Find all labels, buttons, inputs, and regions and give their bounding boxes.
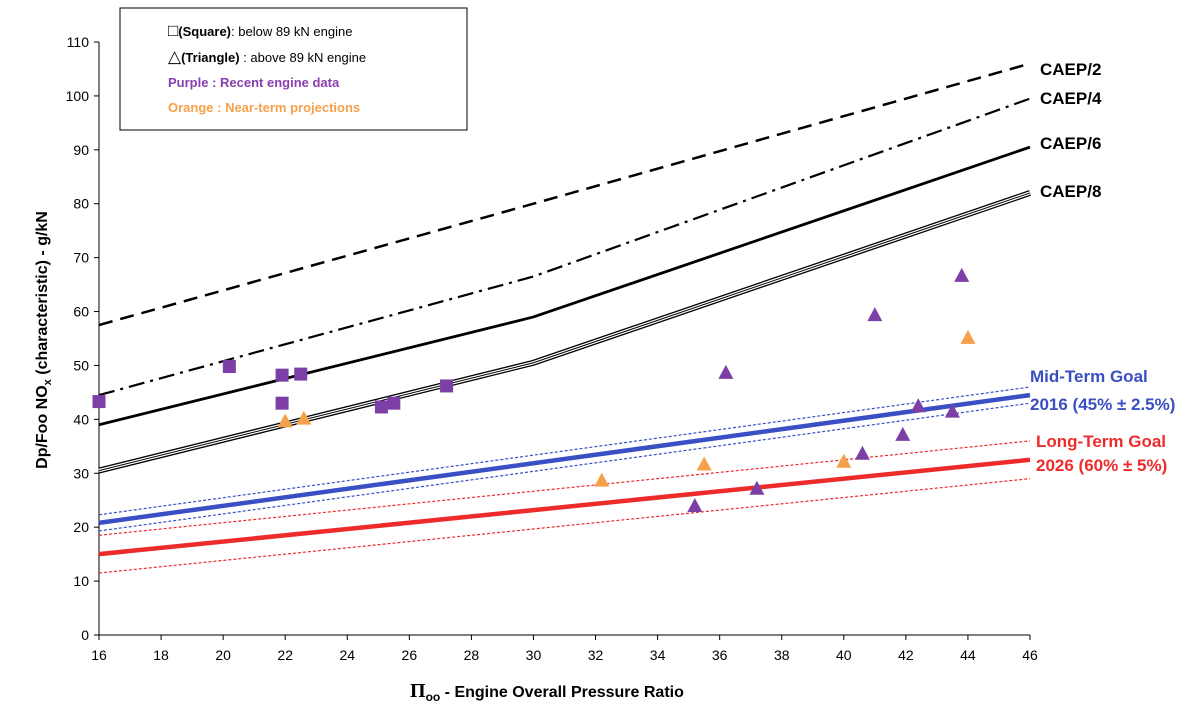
goal-label-title: Long-Term Goal — [1036, 432, 1166, 451]
goal-label-title: Mid-Term Goal — [1030, 367, 1148, 386]
legend-purple-entry: Purple : Recent engine data — [168, 75, 340, 90]
y-tick-label: 10 — [73, 573, 89, 589]
x-tick-label: 26 — [402, 647, 418, 663]
y-tick-label: 30 — [73, 465, 89, 481]
x-axis-title: Πoo - Engine Overall Pressure Ratio — [410, 680, 684, 704]
triangle-marker — [749, 480, 765, 495]
y-axis-title: Dp/Foo NOx (characteristic) - g/kN — [34, 211, 54, 469]
x-tick-label: 30 — [526, 647, 542, 663]
y-tick-label: 0 — [81, 627, 89, 643]
y-tick-label: 110 — [67, 34, 90, 50]
triangle-marker — [944, 403, 960, 418]
triangle-marker — [854, 445, 870, 460]
y-tick-label: 60 — [73, 304, 89, 320]
y-tick-label: 50 — [73, 357, 89, 373]
y-tick-label: 20 — [73, 519, 89, 535]
long-term-goal-line — [98, 457, 1031, 557]
square-marker — [92, 395, 106, 409]
square-marker — [387, 396, 401, 410]
caep-8-line-center — [98, 192, 1031, 472]
x-tick-label: 28 — [464, 647, 480, 663]
square-marker — [294, 367, 308, 381]
goal-label-detail: 2026 (60% ± 5%) — [1036, 456, 1167, 475]
x-tick-label: 42 — [898, 647, 914, 663]
triangle-marker — [277, 413, 293, 428]
legend: □(Square): below 89 kN engine △(Triangle… — [119, 7, 468, 131]
mid-term-goal-lower-bound — [98, 402, 1031, 532]
y-tick-label: 70 — [73, 250, 89, 266]
long-term-goal-lower-bound — [98, 478, 1031, 574]
y-tick-label: 80 — [73, 196, 89, 212]
triangle-marker — [296, 410, 312, 425]
square-marker — [440, 379, 454, 393]
triangle-marker — [895, 426, 911, 441]
x-tick-label: 16 — [91, 647, 107, 663]
x-tick-label: 22 — [277, 647, 293, 663]
x-tick-label: 36 — [712, 647, 728, 663]
y-tick-label: 90 — [73, 142, 89, 158]
data-markers — [92, 267, 976, 513]
x-tick-label: 24 — [339, 647, 355, 663]
plot-axes — [98, 42, 1030, 636]
y-tick-label: 100 — [66, 88, 90, 104]
triangle-marker — [718, 364, 734, 379]
square-marker — [275, 368, 289, 382]
long-term-goal-upper-bound — [98, 440, 1031, 536]
mid-term-goal-upper-bound — [98, 386, 1031, 516]
line-label: CAEP/8 — [1040, 182, 1101, 201]
square-marker — [222, 360, 236, 374]
x-tick-label: 44 — [960, 647, 976, 663]
caep-2-line — [98, 62, 1031, 327]
x-tick-label: 32 — [588, 647, 604, 663]
x-tick-label: 40 — [836, 647, 852, 663]
x-tick-label: 38 — [774, 647, 790, 663]
x-tick-label: 20 — [215, 647, 231, 663]
line-label: CAEP/6 — [1040, 134, 1101, 153]
y-tick-label: 40 — [73, 411, 89, 427]
triangle-marker — [687, 498, 703, 513]
x-axis-ticks: 16 18 20 22 24 26 28 30 32 34 36 38 40 42 44 46 — [91, 635, 1038, 663]
legend-triangle-entry: △(Triangle) : above 89 kN engine — [168, 47, 366, 66]
square-marker — [275, 396, 289, 410]
line-label: CAEP/2 — [1040, 60, 1101, 79]
legend-orange-entry: Orange : Near-term projections — [168, 100, 360, 115]
x-tick-label: 46 — [1022, 647, 1038, 663]
triangle-marker — [594, 472, 610, 487]
x-tick-label: 18 — [153, 647, 169, 663]
caep-6-line — [98, 145, 1031, 427]
triangle-marker — [954, 267, 970, 282]
triangle-marker — [910, 398, 926, 413]
mid-term-goal-line — [98, 392, 1031, 526]
triangle-marker — [836, 453, 852, 468]
legend-square-entry: □(Square): below 89 kN engine — [168, 21, 352, 40]
regulation-lines — [98, 62, 1031, 574]
triangle-marker — [960, 329, 976, 344]
y-axis-ticks: 0 10 20 30 40 50 60 70 80 90 100 110 — [66, 34, 99, 643]
caep-8-line — [98, 190, 1031, 474]
x-tick-label: 34 — [650, 647, 666, 663]
line-labels: CAEP/2 CAEP/4 CAEP/6 CAEP/8 Mid-Term Goal 201… — [1030, 60, 1175, 475]
caep-8-line-gap — [98, 191, 1031, 473]
legend-box — [119, 7, 468, 131]
triangle-marker — [867, 307, 883, 322]
triangle-marker — [696, 456, 712, 471]
line-label: CAEP/4 — [1040, 89, 1102, 108]
goal-label-detail: 2016 (45% ± 2.5%) — [1030, 395, 1175, 414]
square-marker — [374, 400, 388, 414]
